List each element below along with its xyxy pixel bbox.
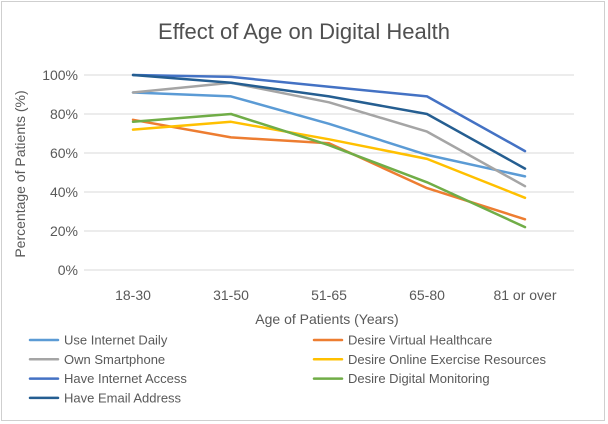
legend-label: Desire Digital Monitoring: [348, 371, 490, 386]
series-line: [131, 73, 527, 170]
x-axis-ticks: 18-30 31-50 51-65 65-80 81 or over: [115, 287, 557, 303]
legend-label: Desire Online Exercise Resources: [348, 352, 546, 367]
x-tick-label: 81 or over: [493, 287, 556, 303]
y-tick-label: 20%: [50, 223, 78, 239]
series-line: [131, 112, 527, 229]
x-tick-label: 51-65: [311, 287, 347, 303]
legend-label: Desire Virtual Healthcare: [348, 333, 492, 348]
legend: Use Internet Daily Desire Virtual Healthc…: [28, 333, 546, 405]
series-lines: [131, 73, 527, 229]
y-tick-label: 0%: [58, 262, 78, 278]
legend-label: Use Internet Daily: [64, 333, 168, 348]
legend-label: Have Email Address: [64, 390, 182, 405]
y-tick-label: 80%: [50, 106, 78, 122]
legend-label: Have Internet Access: [64, 371, 187, 386]
y-tick-label: 60%: [50, 145, 78, 161]
y-axis-title: Percentage of Patients (%): [12, 90, 28, 257]
x-tick-label: 18-30: [115, 287, 151, 303]
y-axis-ticks: 0% 20% 40% 60% 80% 100%: [42, 67, 78, 278]
y-tick-label: 40%: [50, 184, 78, 200]
legend-label: Own Smartphone: [64, 352, 165, 367]
y-tick-label: 100%: [42, 67, 78, 83]
x-tick-label: 31-50: [213, 287, 249, 303]
series-line: [131, 73, 527, 153]
x-tick-label: 65-80: [409, 287, 445, 303]
x-axis-title: Age of Patients (Years): [255, 311, 398, 327]
series-line: [131, 81, 527, 188]
chart-title: Effect of Age on Digital Health: [158, 19, 450, 44]
series-line: [131, 91, 527, 178]
series-line: [131, 120, 527, 200]
